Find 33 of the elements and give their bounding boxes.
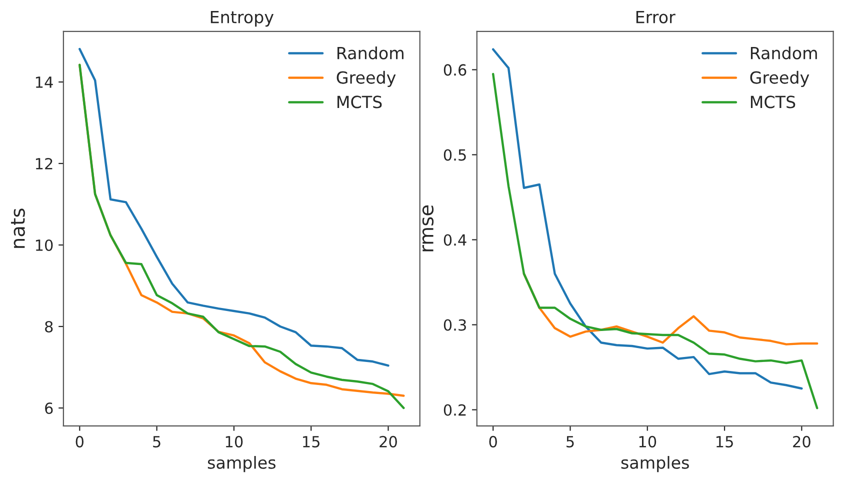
line-series (492, 72, 818, 410)
y-tick-label: 0.4 (444, 234, 466, 246)
x-tick-label: 20 (793, 436, 810, 448)
y-tick-label: 0.6 (444, 64, 466, 76)
x-tick-label: 0 (76, 436, 84, 448)
x-tick-label: 20 (380, 436, 397, 448)
legend-label: Greedy (336, 70, 396, 88)
y-tick-label: 10 (36, 239, 53, 252)
y-tick-label: 6 (45, 402, 53, 414)
y-tick-label: 8 (45, 320, 53, 333)
x-tick-label: 10 (226, 436, 243, 448)
legend-label: Random (338, 46, 404, 60)
legend-label: Random (750, 46, 817, 60)
chart-title: Entropy (210, 10, 274, 27)
legend-label: MCTS (750, 96, 796, 108)
y-tick-label: 0.5 (444, 149, 466, 161)
chart-title: Error (636, 10, 676, 24)
y-tick-label: 14 (36, 76, 53, 88)
x-tick-label: 15 (716, 436, 733, 448)
x-tick-label: 15 (303, 436, 320, 448)
y-tick-label: 0.2 (444, 404, 466, 416)
y-tick-label: 0.3 (444, 319, 466, 331)
y-tick-label: 12 (36, 158, 52, 170)
x-tick-label: 5 (566, 436, 574, 448)
x-tick-label: 5 (153, 436, 160, 448)
y-axis-title: rmse (422, 205, 434, 252)
x-axis-title: samples (621, 456, 689, 472)
legend-label: Greedy (750, 70, 810, 88)
x-tick-label: 0 (489, 436, 497, 448)
x-tick-label: 10 (639, 436, 656, 448)
legend-label: MCTS (338, 96, 382, 108)
y-axis-title: nats (11, 208, 25, 248)
x-axis-title: samples (208, 456, 276, 472)
